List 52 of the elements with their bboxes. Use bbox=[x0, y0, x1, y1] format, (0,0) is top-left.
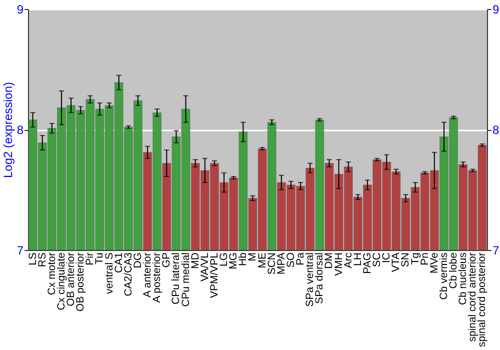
x-tick-label: DG bbox=[132, 252, 144, 268]
x-tick-label: VA/VL bbox=[198, 252, 211, 282]
x-tick-label: Hb bbox=[237, 252, 250, 266]
x-tick-label: Pa bbox=[294, 252, 307, 266]
x-tick-label: CA2/CA3 bbox=[122, 252, 134, 296]
x-tick-label: CPu lateral bbox=[170, 252, 182, 304]
x-tick-label: M bbox=[246, 252, 259, 262]
x-tick-label: SO bbox=[284, 252, 297, 268]
x-tick-label: VPM/VPL bbox=[208, 252, 220, 298]
x-tick-label: OB anterior bbox=[65, 252, 78, 306]
x-tick-label: SC bbox=[371, 252, 384, 268]
x-tick-label: DM bbox=[323, 252, 336, 269]
x-tick-label: IC bbox=[380, 252, 393, 263]
y-tick-label: 7 bbox=[16, 244, 24, 258]
y2-tick-label: 9 bbox=[492, 2, 500, 16]
x-tick-label: Tg bbox=[409, 252, 422, 265]
x-tick-label: LG bbox=[218, 252, 230, 267]
x-tick-label: Arc bbox=[342, 252, 354, 268]
x-tick-label: Cb lobe bbox=[448, 252, 460, 289]
x-tick-label: SPa dorsal bbox=[314, 252, 326, 304]
y-tick-label: 8 bbox=[16, 123, 24, 137]
y2-tick-label: 7 bbox=[492, 244, 500, 258]
x-tick-label: ventral S bbox=[103, 252, 116, 294]
x-tick-label: Cb nucleus bbox=[457, 252, 470, 306]
x-tick-label: SCN bbox=[266, 252, 278, 275]
x-tick-label: spinal cord posterior bbox=[476, 252, 488, 348]
x-tick-label: Cx motor bbox=[46, 252, 58, 296]
x-tick-label: MPA bbox=[275, 252, 288, 274]
y2-tick-label: 8 bbox=[492, 123, 500, 137]
x-tick-label: Pir bbox=[84, 252, 96, 266]
x-tick-label: GP bbox=[160, 252, 173, 268]
x-tick-label: spinal cord anterior bbox=[466, 252, 479, 342]
x-tick-label: MD bbox=[189, 252, 202, 269]
x-tick-label: ME bbox=[256, 252, 268, 268]
x-tick-label: Tu bbox=[94, 252, 106, 264]
x-tick-label: LH bbox=[352, 252, 364, 266]
y-axis-title: Log2 (expression) bbox=[0, 82, 15, 178]
x-tick-label: CPu medial bbox=[180, 252, 192, 307]
y-tick-label: 9 bbox=[16, 2, 24, 16]
x-tick-label: RS bbox=[36, 252, 48, 268]
x-tick-label: VTA bbox=[390, 252, 402, 272]
x-tick-label: CA1 bbox=[112, 252, 125, 273]
x-tick-label: VMH bbox=[332, 252, 345, 276]
x-tick-label: LS bbox=[26, 252, 39, 266]
x-tick-label: PAG bbox=[361, 252, 374, 274]
x-tick-label: Cb vermis bbox=[438, 252, 450, 300]
x-tick-label: SN bbox=[400, 252, 412, 268]
x-tick-label: OB posterior bbox=[74, 252, 87, 312]
x-tick-label: A anterior bbox=[142, 252, 154, 298]
x-tick-label: A posterior bbox=[151, 252, 164, 303]
x-tick-label: MVe bbox=[428, 252, 440, 274]
x-tick-label: Cx cingulate bbox=[55, 252, 68, 310]
